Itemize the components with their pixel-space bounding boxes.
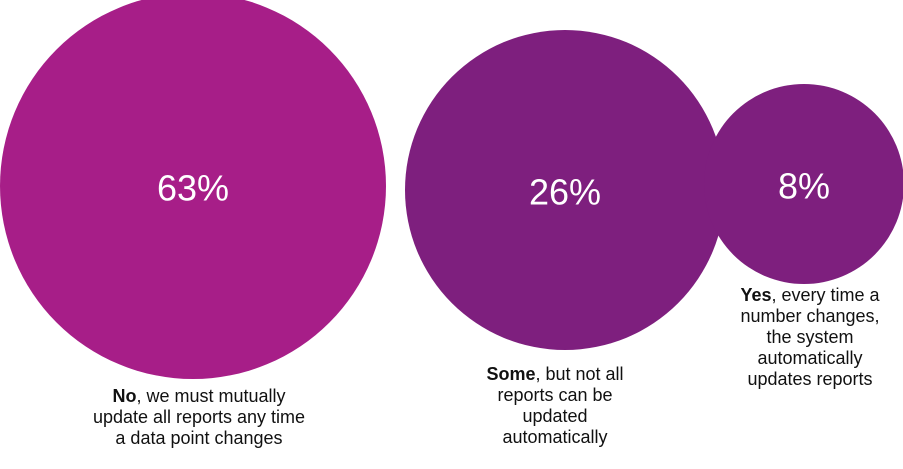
caption-no-line-2: update all reports any time	[92, 407, 306, 427]
bubble-some	[405, 30, 725, 350]
caption-yes-line-4: automatically	[757, 348, 863, 368]
caption-some: Some, but not all reports can be updated…	[430, 364, 680, 448]
bubble-no-value-label: 63%	[157, 168, 229, 209]
caption-some-line-2: reports can be	[497, 385, 613, 405]
caption-no-line-1: No, we must mutually	[44, 386, 354, 407]
caption-yes-line-1: Yes, every time a	[700, 285, 903, 306]
caption-yes-line-2: number changes,	[740, 306, 880, 326]
caption-no-lead: No	[112, 386, 137, 406]
caption-yes-line-3: the system	[766, 327, 854, 347]
caption-yes-lead: Yes	[740, 285, 772, 305]
bubble-some-value-label: 26%	[529, 172, 601, 213]
caption-some-line-1: Some, but not all	[430, 364, 680, 385]
bubble-yes-value-label: 8%	[778, 166, 830, 207]
caption-yes: Yes, every time a number changes, the sy…	[700, 285, 903, 390]
bubble-yes	[704, 84, 903, 284]
caption-no-line-3: a data point changes	[115, 428, 283, 448]
caption-some-text-1: , but not all	[535, 364, 624, 384]
caption-some-line-4: automatically	[502, 427, 608, 447]
caption-no-text-1: , we must mutually	[136, 386, 286, 406]
caption-some-line-3: updated	[522, 406, 588, 426]
caption-some-lead: Some	[486, 364, 536, 384]
bubble-no	[0, 0, 386, 379]
caption-yes-line-5: updates reports	[747, 369, 873, 389]
caption-yes-text-1: , every time a	[771, 285, 880, 305]
caption-no: No, we must mutually update all reports …	[44, 386, 354, 449]
